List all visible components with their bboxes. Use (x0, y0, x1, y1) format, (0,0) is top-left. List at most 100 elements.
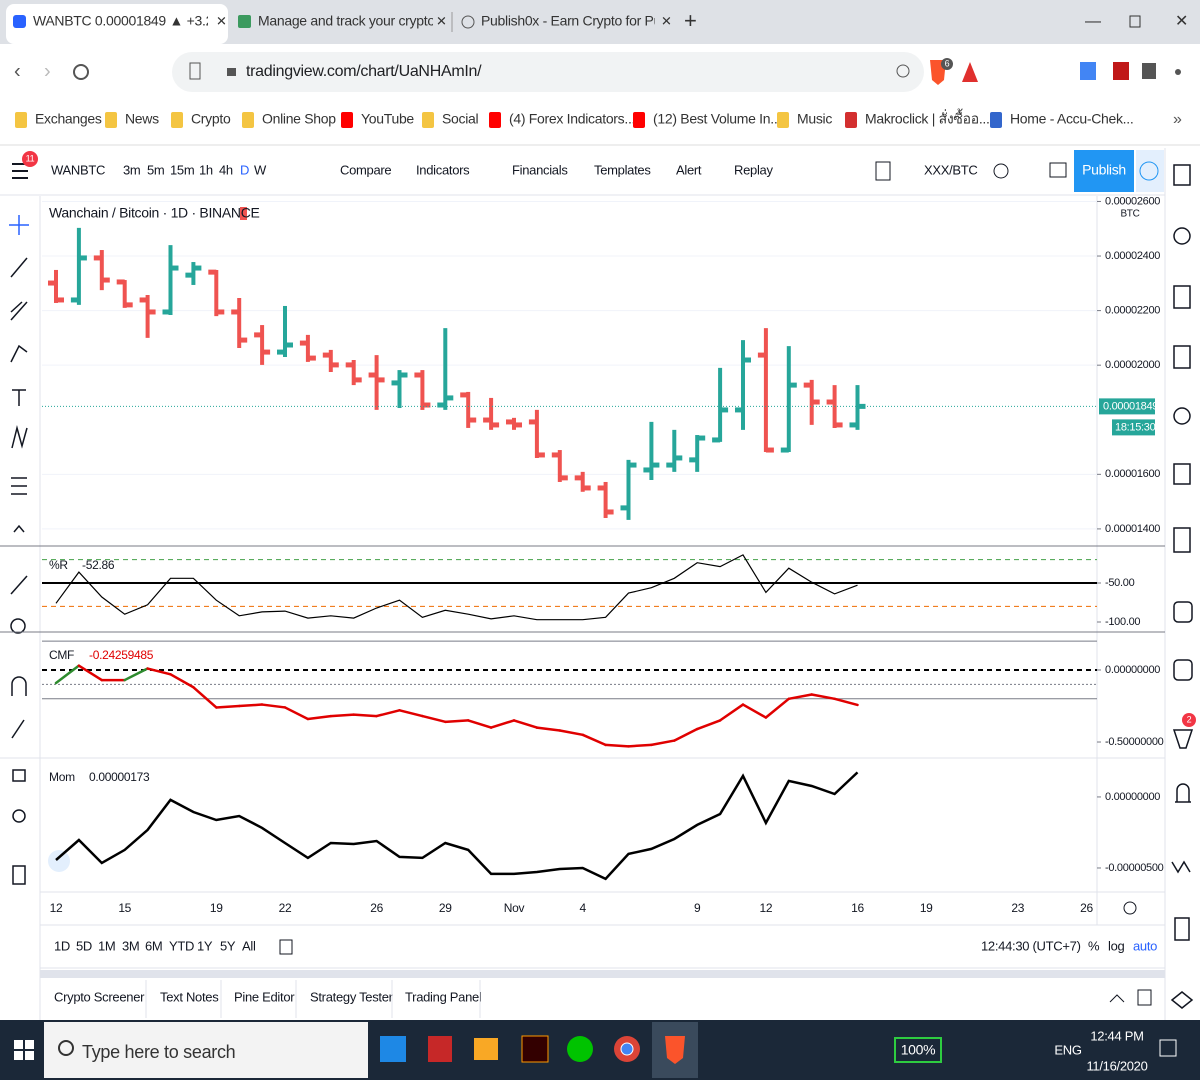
start-button[interactable] (14, 1040, 34, 1060)
toolbar-button[interactable]: Alert (676, 162, 702, 177)
pulse-icon[interactable] (1171, 860, 1191, 874)
range[interactable]: YTD (169, 938, 194, 953)
bookmark[interactable]: (4) Forex Indicators... (509, 111, 635, 127)
range[interactable]: 6M (145, 938, 163, 953)
symbol[interactable]: WANBTC (51, 162, 105, 177)
app-brave[interactable] (665, 1036, 685, 1064)
ideas-icon[interactable] (1173, 463, 1191, 485)
bookmark[interactable]: Exchanges (35, 111, 102, 127)
layers-icon[interactable] (1170, 991, 1194, 1009)
lock-tool[interactable] (12, 769, 26, 782)
interval[interactable]: 3m (123, 162, 141, 177)
ext-icon[interactable] (1113, 62, 1129, 80)
search-text[interactable]: Type here to search (82, 1042, 236, 1062)
zoom-tool[interactable] (10, 618, 26, 634)
chats-icon[interactable] (1173, 601, 1193, 623)
streams-icon[interactable] (1173, 527, 1191, 553)
visibility-tool[interactable] (12, 809, 26, 823)
pattern-tool[interactable] (11, 425, 28, 449)
app-illustrator[interactable] (521, 1035, 549, 1063)
range[interactable]: All (242, 938, 256, 953)
bookmark[interactable]: Music (797, 111, 833, 127)
panel-tab[interactable]: Strategy Tester (310, 989, 394, 1004)
order-icon[interactable] (1174, 917, 1190, 941)
toolbar-button[interactable]: Financials (512, 162, 569, 177)
hotlist-icon[interactable] (1173, 345, 1191, 369)
currency[interactable]: XXX/BTC (924, 162, 978, 177)
expand-panel[interactable] (1109, 994, 1125, 1003)
interval[interactable]: D (240, 162, 249, 177)
interval[interactable]: W (254, 162, 267, 177)
forward[interactable]: › (44, 60, 51, 82)
brush-tool[interactable] (10, 344, 28, 363)
bookmark[interactable]: Home - Accu-Chek... (1010, 111, 1134, 127)
interval[interactable]: 1h (199, 162, 213, 177)
bookmark[interactable]: YouTube (361, 111, 415, 127)
data-window-icon[interactable] (1173, 285, 1191, 309)
goto-date[interactable] (279, 939, 293, 955)
axis-settings[interactable] (1123, 901, 1137, 915)
ruler-tool[interactable] (10, 575, 28, 595)
close-window[interactable]: ✕ (1175, 13, 1188, 30)
collapse[interactable] (13, 524, 25, 533)
bookmark[interactable]: Social (442, 111, 479, 127)
publish-button[interactable] (1074, 150, 1134, 192)
crosshair-tool[interactable] (9, 215, 29, 235)
alerts-icon[interactable] (1173, 227, 1191, 245)
menu[interactable] (1175, 69, 1181, 75)
bookmark[interactable]: Online Shop (262, 111, 337, 127)
toolbar-button[interactable]: Compare (340, 162, 392, 177)
interval[interactable]: 4h (219, 162, 233, 177)
tab-close[interactable]: ✕ (436, 13, 447, 28)
notifications-icon[interactable] (1172, 729, 1194, 749)
toolbar-button[interactable]: Replay (734, 162, 774, 177)
panel-tab[interactable]: Text Notes (160, 989, 220, 1004)
panel-tab[interactable]: Crypto Screener (54, 989, 145, 1004)
lock-draw-tool[interactable] (11, 719, 25, 739)
ext-icon[interactable] (1080, 62, 1096, 80)
panel-tab[interactable]: Pine Editor (234, 989, 296, 1004)
range[interactable]: 5Y (220, 938, 236, 953)
range[interactable]: 1M (98, 938, 116, 953)
prediction-tool[interactable] (11, 477, 27, 495)
notifications[interactable] (1159, 1039, 1177, 1057)
bookmark[interactable]: Crypto (191, 111, 231, 127)
text-tool[interactable] (12, 389, 26, 406)
toolbar-button[interactable]: Indicators (416, 162, 470, 177)
trash-tool[interactable] (12, 865, 26, 885)
new-tab[interactable]: + (684, 8, 697, 33)
bell-icon[interactable] (1175, 783, 1191, 803)
range[interactable]: 1Y (197, 938, 213, 953)
bookmark-icon[interactable] (189, 62, 201, 80)
scale-option[interactable]: % (1088, 938, 1100, 953)
range[interactable]: 5D (76, 938, 92, 953)
tab-title[interactable]: WANBTC 0.00001849 ▲ +3.24% XI (33, 13, 249, 29)
maximize[interactable] (1129, 15, 1141, 28)
app-mcafee[interactable] (428, 1036, 452, 1062)
layout-icon[interactable] (875, 161, 891, 181)
reload[interactable] (73, 64, 89, 80)
bookmark[interactable]: News (125, 111, 159, 127)
snapshot-icon[interactable] (1049, 162, 1067, 178)
interval[interactable]: 5m (147, 162, 165, 177)
more-bookmarks[interactable]: » (1173, 111, 1182, 128)
settings-icon[interactable] (993, 163, 1009, 179)
bookmark[interactable]: Makroclick | สั่งซื้ออ... (865, 109, 990, 127)
panel-tab[interactable]: Trading Panel (405, 989, 482, 1004)
app-explorer[interactable] (474, 1038, 498, 1060)
publish-menu[interactable] (1136, 150, 1164, 192)
tab-close[interactable]: ✕ (661, 13, 672, 28)
trendline-tool[interactable] (10, 257, 28, 278)
fib-tool[interactable] (10, 301, 28, 321)
bookmark[interactable]: (12) Best Volume In... (653, 111, 781, 127)
calendar-icon[interactable] (1173, 407, 1191, 425)
active-tab[interactable] (6, 4, 228, 44)
range[interactable]: 3M (122, 938, 140, 953)
ext-icon[interactable] (1142, 63, 1156, 79)
rewards-icon[interactable] (962, 62, 978, 82)
minimize[interactable]: — (1085, 13, 1101, 30)
search-box[interactable] (44, 1022, 368, 1078)
maximize-panel[interactable] (1137, 989, 1152, 1006)
menu-icon[interactable] (12, 163, 28, 165)
range[interactable]: 1D (54, 938, 70, 953)
